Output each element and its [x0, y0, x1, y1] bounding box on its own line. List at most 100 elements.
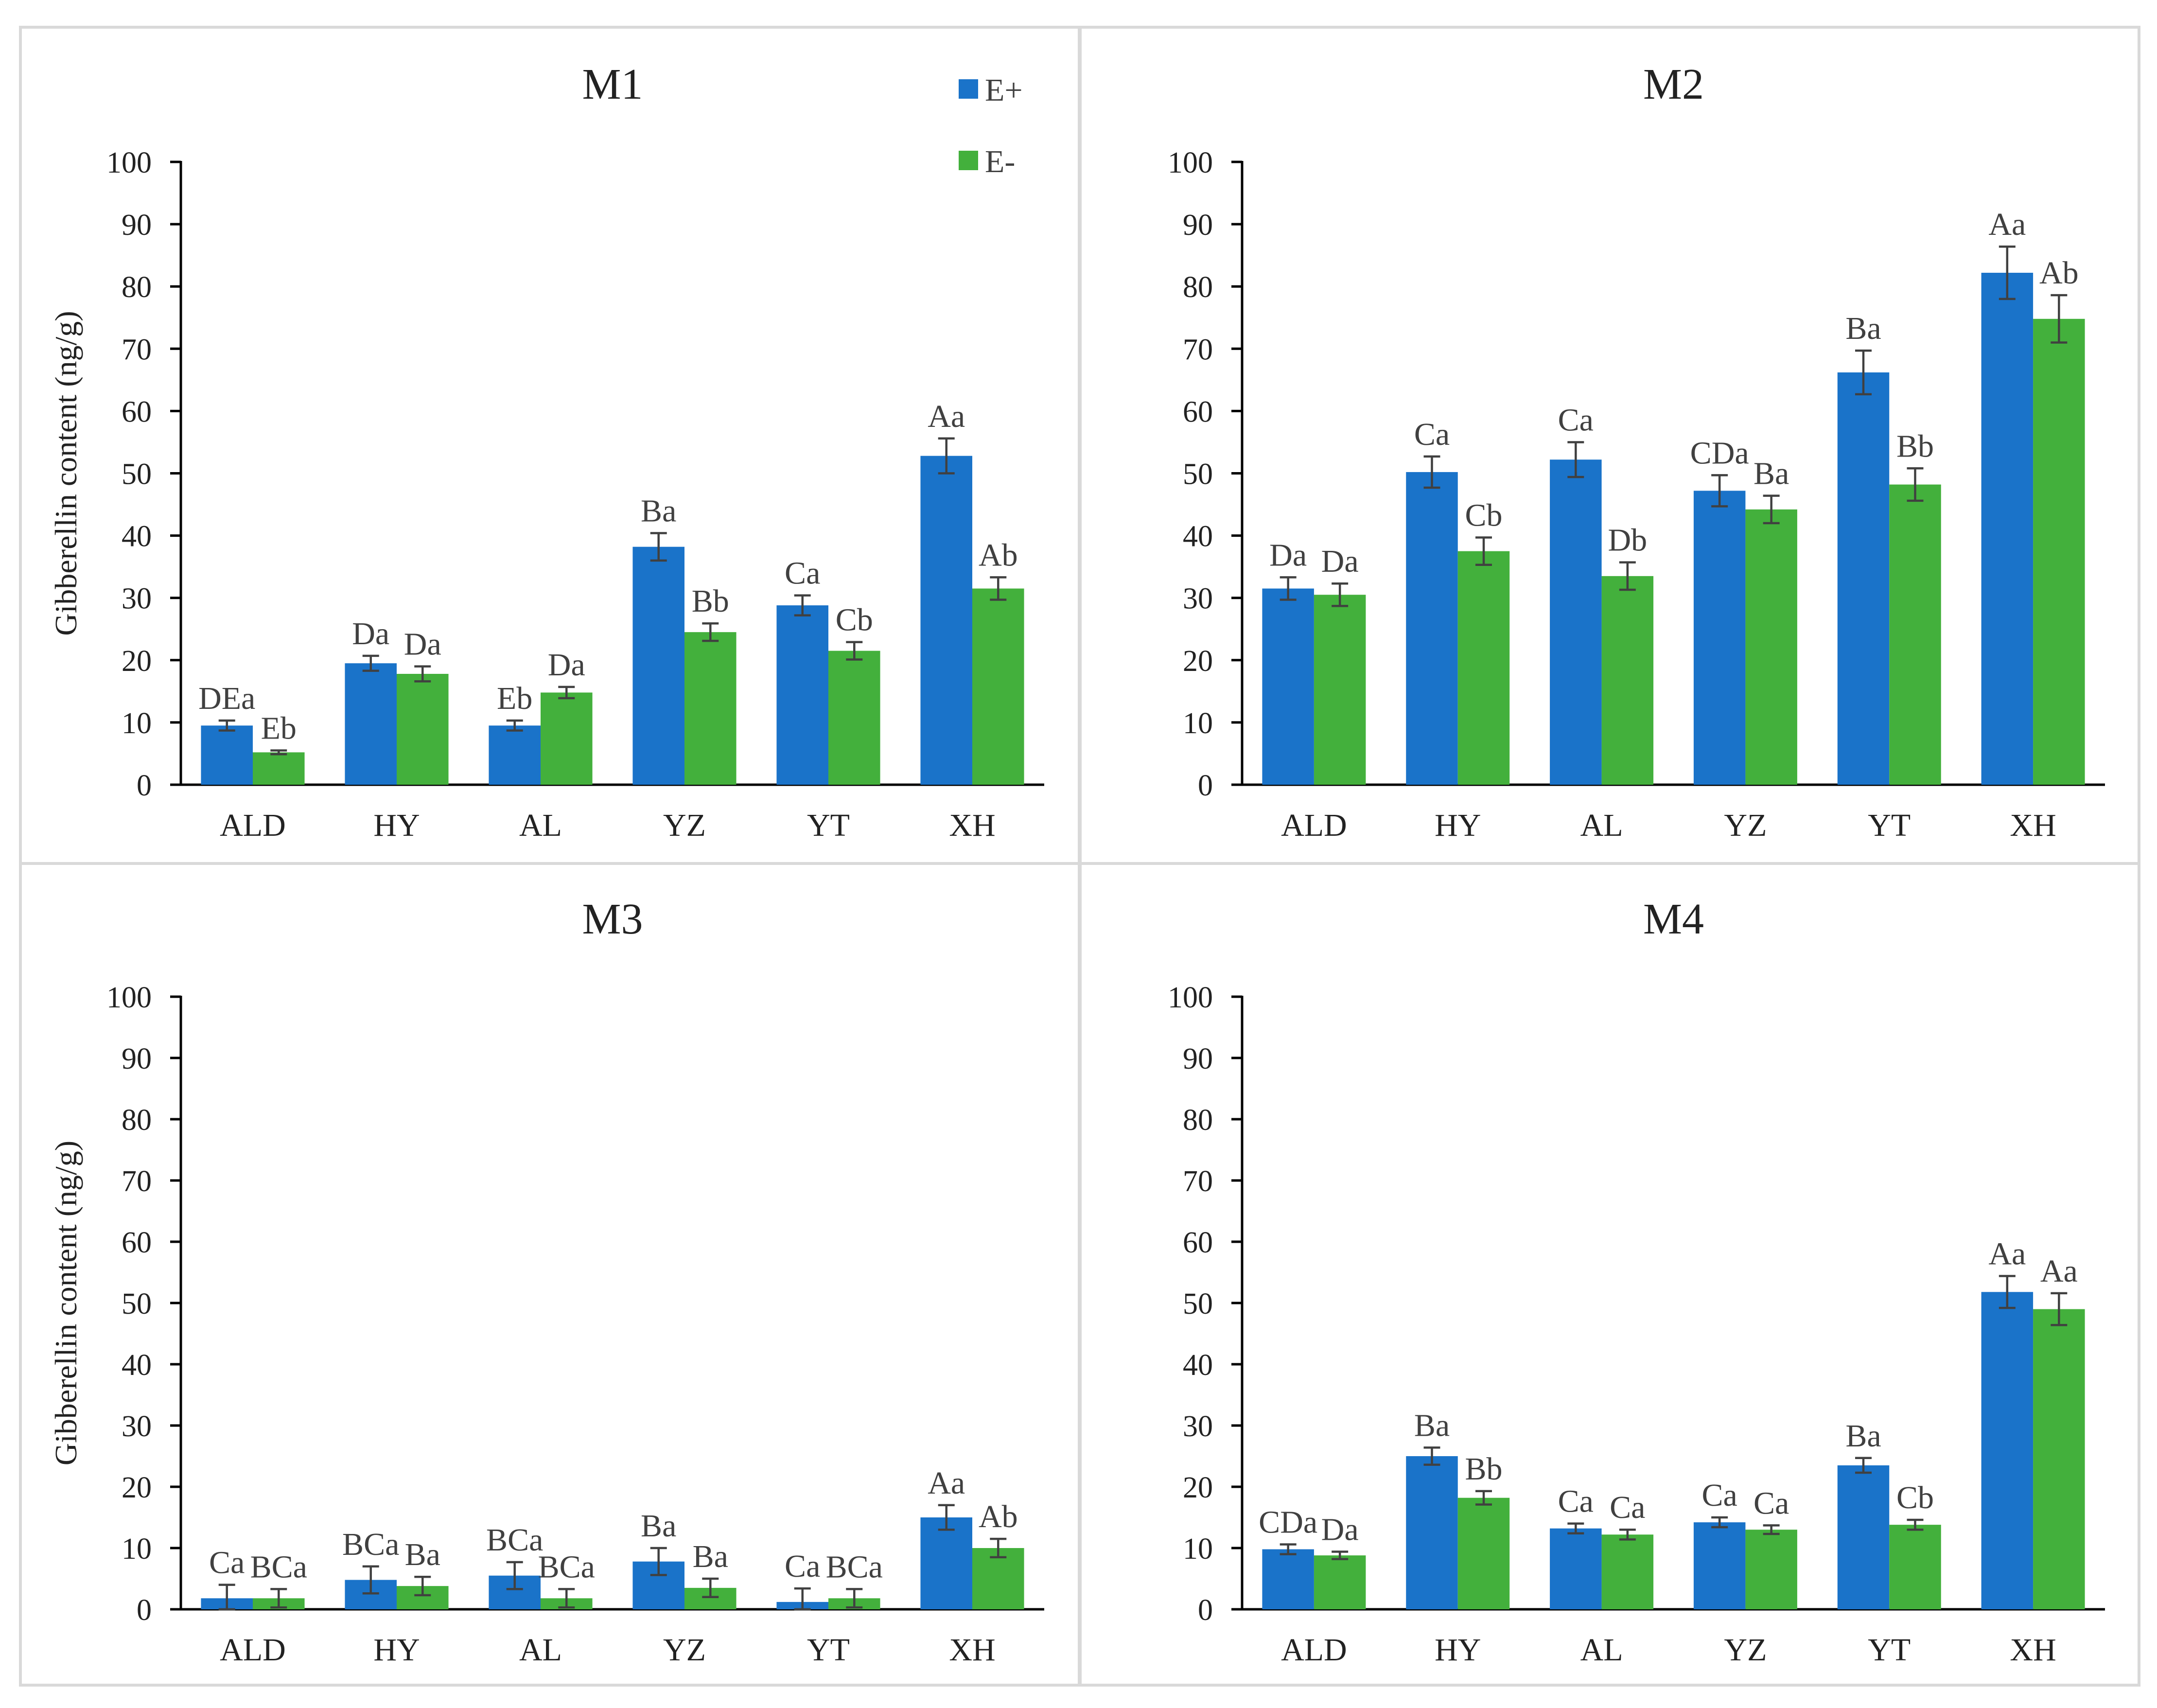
- x-tick-label: HY: [373, 808, 420, 843]
- significance-label: Ca: [1558, 402, 1594, 438]
- significance-label: Cb: [1896, 1480, 1934, 1515]
- panel-frame: [19, 862, 1081, 1687]
- y-tick-label: 80: [1183, 1104, 1213, 1137]
- y-tick-label: 80: [122, 1104, 152, 1137]
- y-tick-label: 40: [1183, 1349, 1213, 1382]
- bar-e-minus-yz: [1745, 509, 1797, 785]
- x-tick-label: HY: [373, 1632, 420, 1668]
- significance-label: Ca: [1558, 1484, 1594, 1519]
- y-tick-label: 50: [1183, 458, 1213, 491]
- bar-e-plus-yt: [1837, 1465, 1890, 1609]
- bar-e-plus-ald: [1262, 1549, 1314, 1609]
- legend-swatch-e-plus: [959, 79, 978, 99]
- bar-e-plus-yz: [1693, 491, 1746, 785]
- significance-label: Ca: [209, 1545, 245, 1581]
- y-tick-label: 20: [1183, 645, 1213, 678]
- y-tick-label: 70: [1183, 333, 1213, 366]
- bar-e-minus-xh: [972, 588, 1024, 785]
- x-tick-label: ALD: [220, 1632, 286, 1668]
- significance-label: CDa: [1690, 435, 1749, 471]
- y-tick-label: 0: [1198, 769, 1213, 802]
- y-tick-label: 10: [1183, 1532, 1213, 1566]
- x-tick-label: AL: [519, 1632, 562, 1668]
- y-tick-label: 30: [1183, 582, 1213, 616]
- y-tick-label: 60: [122, 395, 152, 428]
- x-tick-label: ALD: [220, 808, 286, 843]
- bar-e-plus-xh: [1981, 1292, 2034, 1609]
- significance-label: Ca: [785, 1549, 820, 1584]
- significance-label: Ba: [641, 1508, 676, 1544]
- significance-label: Eb: [261, 711, 297, 746]
- y-tick-label: 20: [122, 645, 152, 678]
- significance-label: Cb: [1465, 497, 1502, 533]
- y-tick-label: 100: [106, 981, 152, 1014]
- x-tick-label: YT: [807, 1632, 850, 1668]
- x-tick-label: YT: [807, 808, 850, 843]
- y-tick-label: 50: [1183, 1287, 1213, 1321]
- significance-label: Da: [1269, 537, 1307, 573]
- bar-e-plus-yt: [776, 605, 828, 785]
- bar-e-minus-yt: [1889, 484, 1941, 785]
- bar-e-plus-ald: [1262, 588, 1314, 785]
- x-tick-label: AL: [519, 808, 562, 843]
- significance-label: Da: [404, 627, 441, 662]
- chart-panel-m1: M1 Gibberellin content (ng/g) 0 10 20 30 40 50 6…: [19, 26, 1081, 865]
- significance-label: Ba: [405, 1537, 440, 1572]
- significance-label: Bb: [1896, 428, 1934, 464]
- x-tick-label: HY: [1435, 1632, 1481, 1668]
- bar-e-plus-yt: [1837, 372, 1890, 785]
- y-tick-label: 50: [122, 458, 152, 491]
- x-tick-label: AL: [1580, 1632, 1623, 1668]
- legend-label: E-: [985, 144, 1015, 179]
- legend: E+ E-: [959, 72, 1023, 179]
- significance-label: Ab: [2039, 255, 2079, 291]
- bar-e-plus-al: [1550, 1528, 1602, 1609]
- bar-e-minus-ald: [253, 752, 305, 785]
- chart-title: M3: [582, 895, 643, 943]
- x-tick-label: YZ: [663, 808, 706, 843]
- y-tick-label: 50: [122, 1287, 152, 1321]
- significance-label: Db: [1608, 523, 1647, 558]
- x-tick-label: XH: [949, 1632, 995, 1668]
- significance-label: Ba: [1414, 1408, 1450, 1443]
- bar-e-plus-al: [1550, 459, 1602, 785]
- bar-e-minus-yz: [1745, 1530, 1797, 1609]
- x-tick-label: XH: [949, 808, 995, 843]
- y-tick-label: 30: [122, 1410, 152, 1443]
- significance-label: Da: [548, 647, 585, 683]
- significance-label: DEa: [198, 681, 255, 716]
- chart-panel-m4: M4 0 10 20 30 40 50 60 70 80 90 100 ALD CDa Da HY Ba Bb AL…: [1079, 862, 2140, 1687]
- x-tick-label: XH: [2010, 1632, 2056, 1668]
- y-tick-label: 10: [122, 707, 152, 740]
- y-tick-label: 40: [122, 1349, 152, 1382]
- y-tick-label: 70: [122, 1165, 152, 1198]
- bar-e-plus-al: [489, 725, 541, 785]
- y-tick-label: 90: [122, 1042, 152, 1075]
- chart-title: M1: [582, 60, 643, 108]
- bar-e-plus-xh: [1981, 273, 2034, 785]
- significance-label: Ba: [693, 1539, 728, 1574]
- significance-label: Ab: [979, 1499, 1018, 1534]
- significance-label: Aa: [928, 399, 965, 434]
- significance-label: Aa: [1988, 1236, 2026, 1272]
- bar-e-minus-al: [1601, 1534, 1654, 1609]
- significance-label: BCa: [538, 1549, 595, 1585]
- significance-label: Ba: [1845, 1418, 1881, 1454]
- legend-label: E+: [985, 72, 1023, 108]
- significance-label: Aa: [1988, 207, 2026, 242]
- bar-e-plus-yz: [1693, 1522, 1746, 1609]
- y-tick-label: 90: [122, 209, 152, 242]
- y-axis-label: Gibberellin content (ng/g): [49, 311, 83, 635]
- y-tick-label: 10: [122, 1532, 152, 1566]
- x-tick-label: XH: [2010, 808, 2056, 843]
- y-tick-label: 90: [1183, 209, 1213, 242]
- significance-label: Aa: [928, 1465, 965, 1501]
- y-tick-label: 100: [1168, 981, 1213, 1014]
- x-tick-label: YT: [1868, 808, 1911, 843]
- bar-e-minus-ald: [1314, 1555, 1366, 1609]
- bar-e-minus-yt: [828, 651, 880, 785]
- legend-swatch-e-minus: [959, 151, 978, 170]
- significance-label: Ca: [1702, 1478, 1737, 1513]
- significance-label: CDa: [1259, 1504, 1317, 1540]
